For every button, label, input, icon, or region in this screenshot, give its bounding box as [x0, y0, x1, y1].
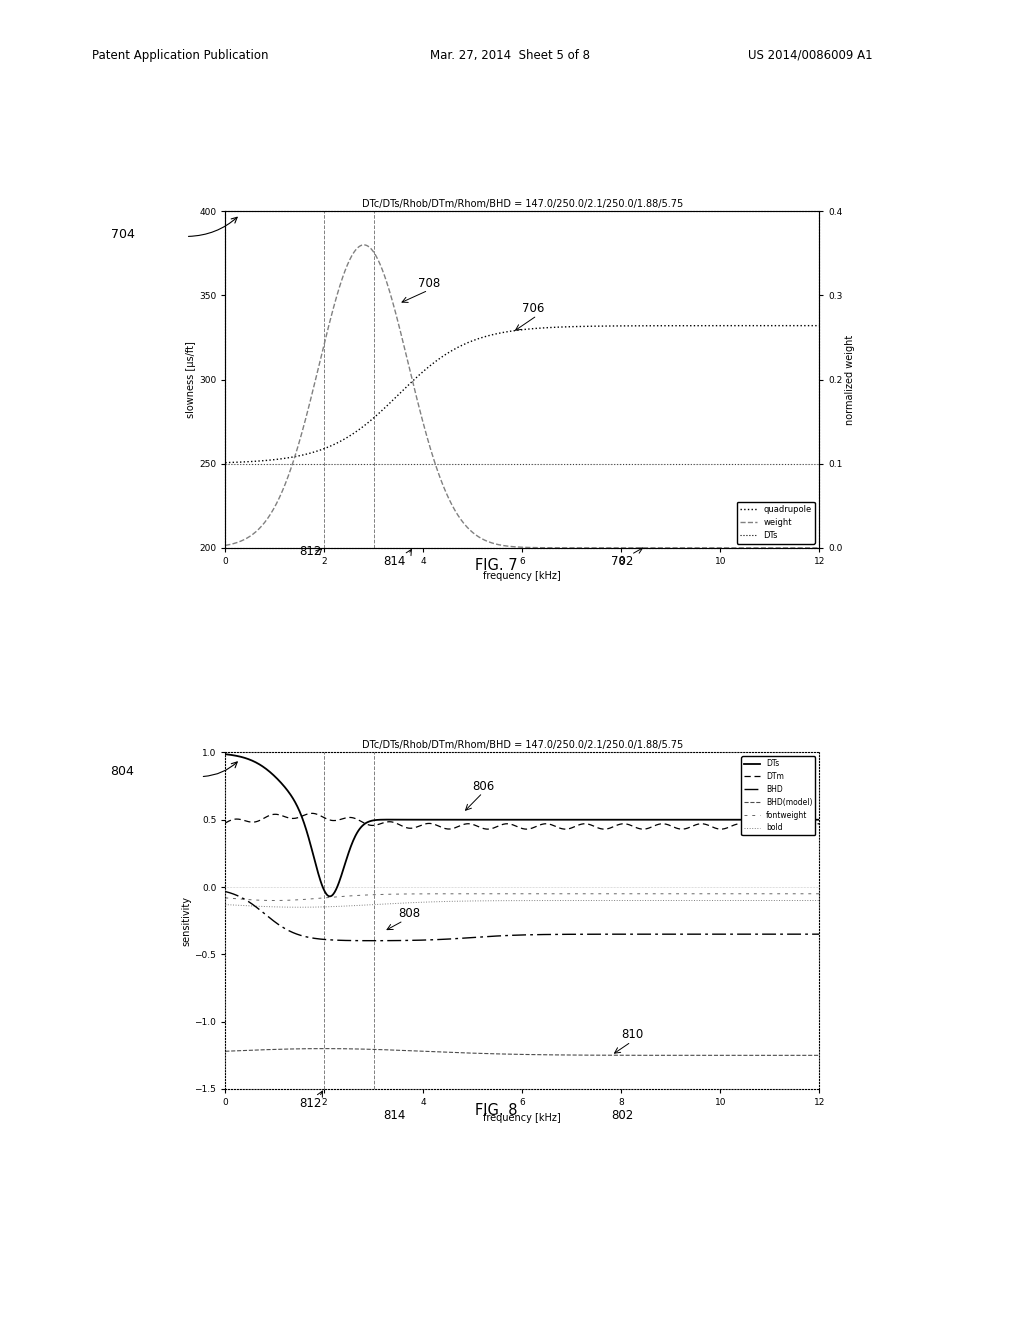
DTm	[306, 805, 318, 821]
BHD	[598, 927, 610, 942]
Text: 812: 812	[299, 1097, 322, 1110]
BHD	[219, 883, 231, 899]
DTs	[598, 812, 610, 828]
Text: 802: 802	[611, 1109, 634, 1122]
BHD(model)	[565, 1047, 578, 1063]
BHD(model)	[318, 1040, 331, 1056]
Line: bold: bold	[225, 900, 819, 907]
Text: 806: 806	[473, 780, 495, 793]
bold	[294, 899, 306, 915]
DTs	[256, 758, 268, 774]
Line: fontweight: fontweight	[225, 894, 819, 900]
bold	[581, 892, 593, 908]
DTs	[324, 888, 336, 904]
Text: 702: 702	[611, 554, 634, 568]
DTm	[219, 814, 231, 830]
Text: 804: 804	[111, 764, 134, 777]
DTs	[731, 812, 743, 828]
BHD(model)	[671, 1047, 683, 1063]
Text: 814: 814	[384, 1109, 407, 1122]
Text: 808: 808	[398, 907, 421, 920]
DTs	[565, 812, 578, 828]
BHD	[581, 927, 593, 942]
bold	[598, 892, 610, 908]
BHD	[256, 903, 268, 919]
DTm	[581, 816, 593, 832]
Text: US 2014/0086009 A1: US 2014/0086009 A1	[748, 49, 872, 62]
fontweight	[269, 892, 282, 908]
bold	[256, 899, 268, 915]
Text: 704: 704	[111, 227, 134, 240]
Text: 814: 814	[384, 554, 407, 568]
Y-axis label: normalized weight: normalized weight	[846, 334, 855, 425]
Y-axis label: slowness [μs/ft]: slowness [μs/ft]	[186, 341, 197, 418]
Text: FIG. 7: FIG. 7	[475, 558, 518, 573]
DTm	[598, 821, 610, 837]
BHD(model)	[731, 1047, 743, 1063]
fontweight	[598, 886, 610, 902]
DTs	[671, 812, 683, 828]
DTs	[813, 812, 825, 828]
bold	[731, 892, 743, 908]
bold	[565, 892, 578, 908]
Text: 706: 706	[522, 302, 545, 315]
DTs	[581, 812, 593, 828]
Title: DTc/DTs/Rhob/DTm/Rhom/BHD = 147.0/250.0/2.1/250.0/1.88/5.75: DTc/DTs/Rhob/DTm/Rhom/BHD = 147.0/250.0/…	[361, 199, 683, 209]
Line: DTm: DTm	[225, 813, 819, 829]
BHD(model)	[598, 1047, 610, 1063]
X-axis label: frequency [kHz]: frequency [kHz]	[483, 572, 561, 581]
fontweight	[256, 892, 268, 908]
Legend: quadrupole, weight, DTs: quadrupole, weight, DTs	[737, 502, 815, 544]
BHD(model)	[581, 1047, 593, 1063]
Text: FIG. 8: FIG. 8	[475, 1104, 518, 1118]
BHD	[367, 933, 379, 949]
DTm	[565, 820, 578, 836]
Text: 812: 812	[299, 545, 322, 557]
bold	[813, 892, 825, 908]
DTm	[754, 821, 766, 837]
BHD	[813, 927, 825, 942]
Text: Patent Application Publication: Patent Application Publication	[92, 49, 268, 62]
DTm	[813, 816, 825, 832]
Line: BHD: BHD	[225, 891, 819, 941]
DTs	[219, 746, 231, 762]
Text: Mar. 27, 2014  Sheet 5 of 8: Mar. 27, 2014 Sheet 5 of 8	[430, 49, 590, 62]
X-axis label: frequency [kHz]: frequency [kHz]	[483, 1113, 561, 1122]
Y-axis label: sensitivity: sensitivity	[181, 896, 191, 945]
fontweight	[695, 886, 708, 902]
BHD	[565, 927, 578, 942]
fontweight	[565, 886, 578, 902]
Title: DTc/DTs/Rhob/DTm/Rhom/BHD = 147.0/250.0/2.1/250.0/1.88/5.75: DTc/DTs/Rhob/DTm/Rhom/BHD = 147.0/250.0/…	[361, 741, 683, 750]
DTm	[256, 812, 268, 828]
bold	[219, 896, 231, 912]
DTm	[731, 816, 743, 832]
Text: 810: 810	[622, 1028, 643, 1041]
fontweight	[813, 886, 825, 902]
Legend: DTs, DTm, BHD, BHD(model), fontweight, bold: DTs, DTm, BHD, BHD(model), fontweight, b…	[741, 756, 815, 836]
Line: DTs: DTs	[225, 754, 819, 896]
Line: BHD(model): BHD(model)	[225, 1048, 819, 1055]
bold	[671, 892, 683, 908]
fontweight	[671, 886, 683, 902]
BHD(model)	[256, 1041, 268, 1057]
BHD(model)	[219, 1043, 231, 1059]
fontweight	[732, 886, 744, 902]
fontweight	[219, 890, 231, 906]
DTm	[671, 820, 683, 836]
Text: 708: 708	[418, 277, 440, 290]
fontweight	[581, 886, 593, 902]
BHD(model)	[813, 1047, 825, 1063]
BHD	[671, 927, 683, 942]
BHD	[731, 927, 743, 942]
